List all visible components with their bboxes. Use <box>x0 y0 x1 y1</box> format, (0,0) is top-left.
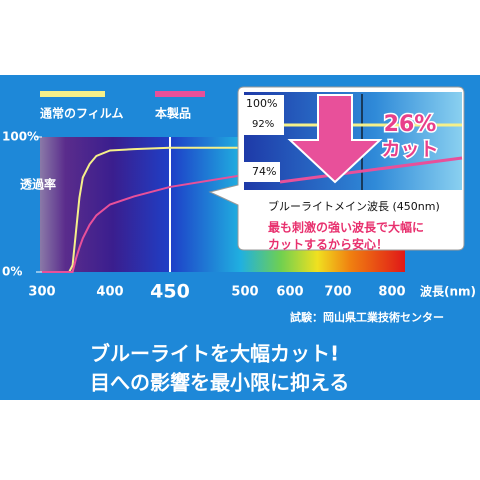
x-axis-label: 波長(nm) <box>420 284 476 299</box>
legend-swatch <box>155 91 205 97</box>
wavelength-note: ブルーライトメイン波長 (450nm) <box>268 199 440 213</box>
x-tick-label: 800 <box>378 285 405 300</box>
legend-label: 本製品 <box>155 106 191 121</box>
inset-label-bg <box>244 95 284 135</box>
message: 最も刺激の強い波長で大幅に <box>268 220 424 235</box>
x-tick-label: 400 <box>96 285 123 300</box>
y-tick-label: 0% <box>2 265 22 279</box>
down-arrow <box>287 94 383 184</box>
legend-label: 通常のフィルム <box>40 106 124 121</box>
inset-label-bg <box>244 162 280 182</box>
headline: 目への影響を最小限に抑える <box>90 371 349 395</box>
legend-swatch <box>40 91 105 97</box>
y-tick-label: 100% <box>2 130 39 144</box>
y-axis-label: 透過率 <box>20 177 56 192</box>
inset-label: 92% <box>252 119 274 130</box>
source: 試験：岡山県工業技術センター <box>290 310 444 324</box>
headline: ブルーライトを大幅カット! <box>90 342 339 366</box>
x-tick-label: 600 <box>276 285 303 300</box>
x-tick-label: 300 <box>28 285 55 300</box>
inset-label: 74% <box>252 165 276 178</box>
cut-word: カット <box>381 139 438 161</box>
inset-label: 100% <box>246 97 277 110</box>
x-tick-label: 700 <box>324 285 351 300</box>
message: カットするから安心！ <box>268 237 388 252</box>
x-tick-label: 500 <box>231 285 258 300</box>
cut-percent: 26% <box>384 112 437 137</box>
x-tick-label: 450 <box>150 281 190 303</box>
inset-pink-line <box>279 156 463 184</box>
callout: 100% 92% 74% 26% カット ブルーライトメイン波長 (450nm)… <box>208 86 465 252</box>
